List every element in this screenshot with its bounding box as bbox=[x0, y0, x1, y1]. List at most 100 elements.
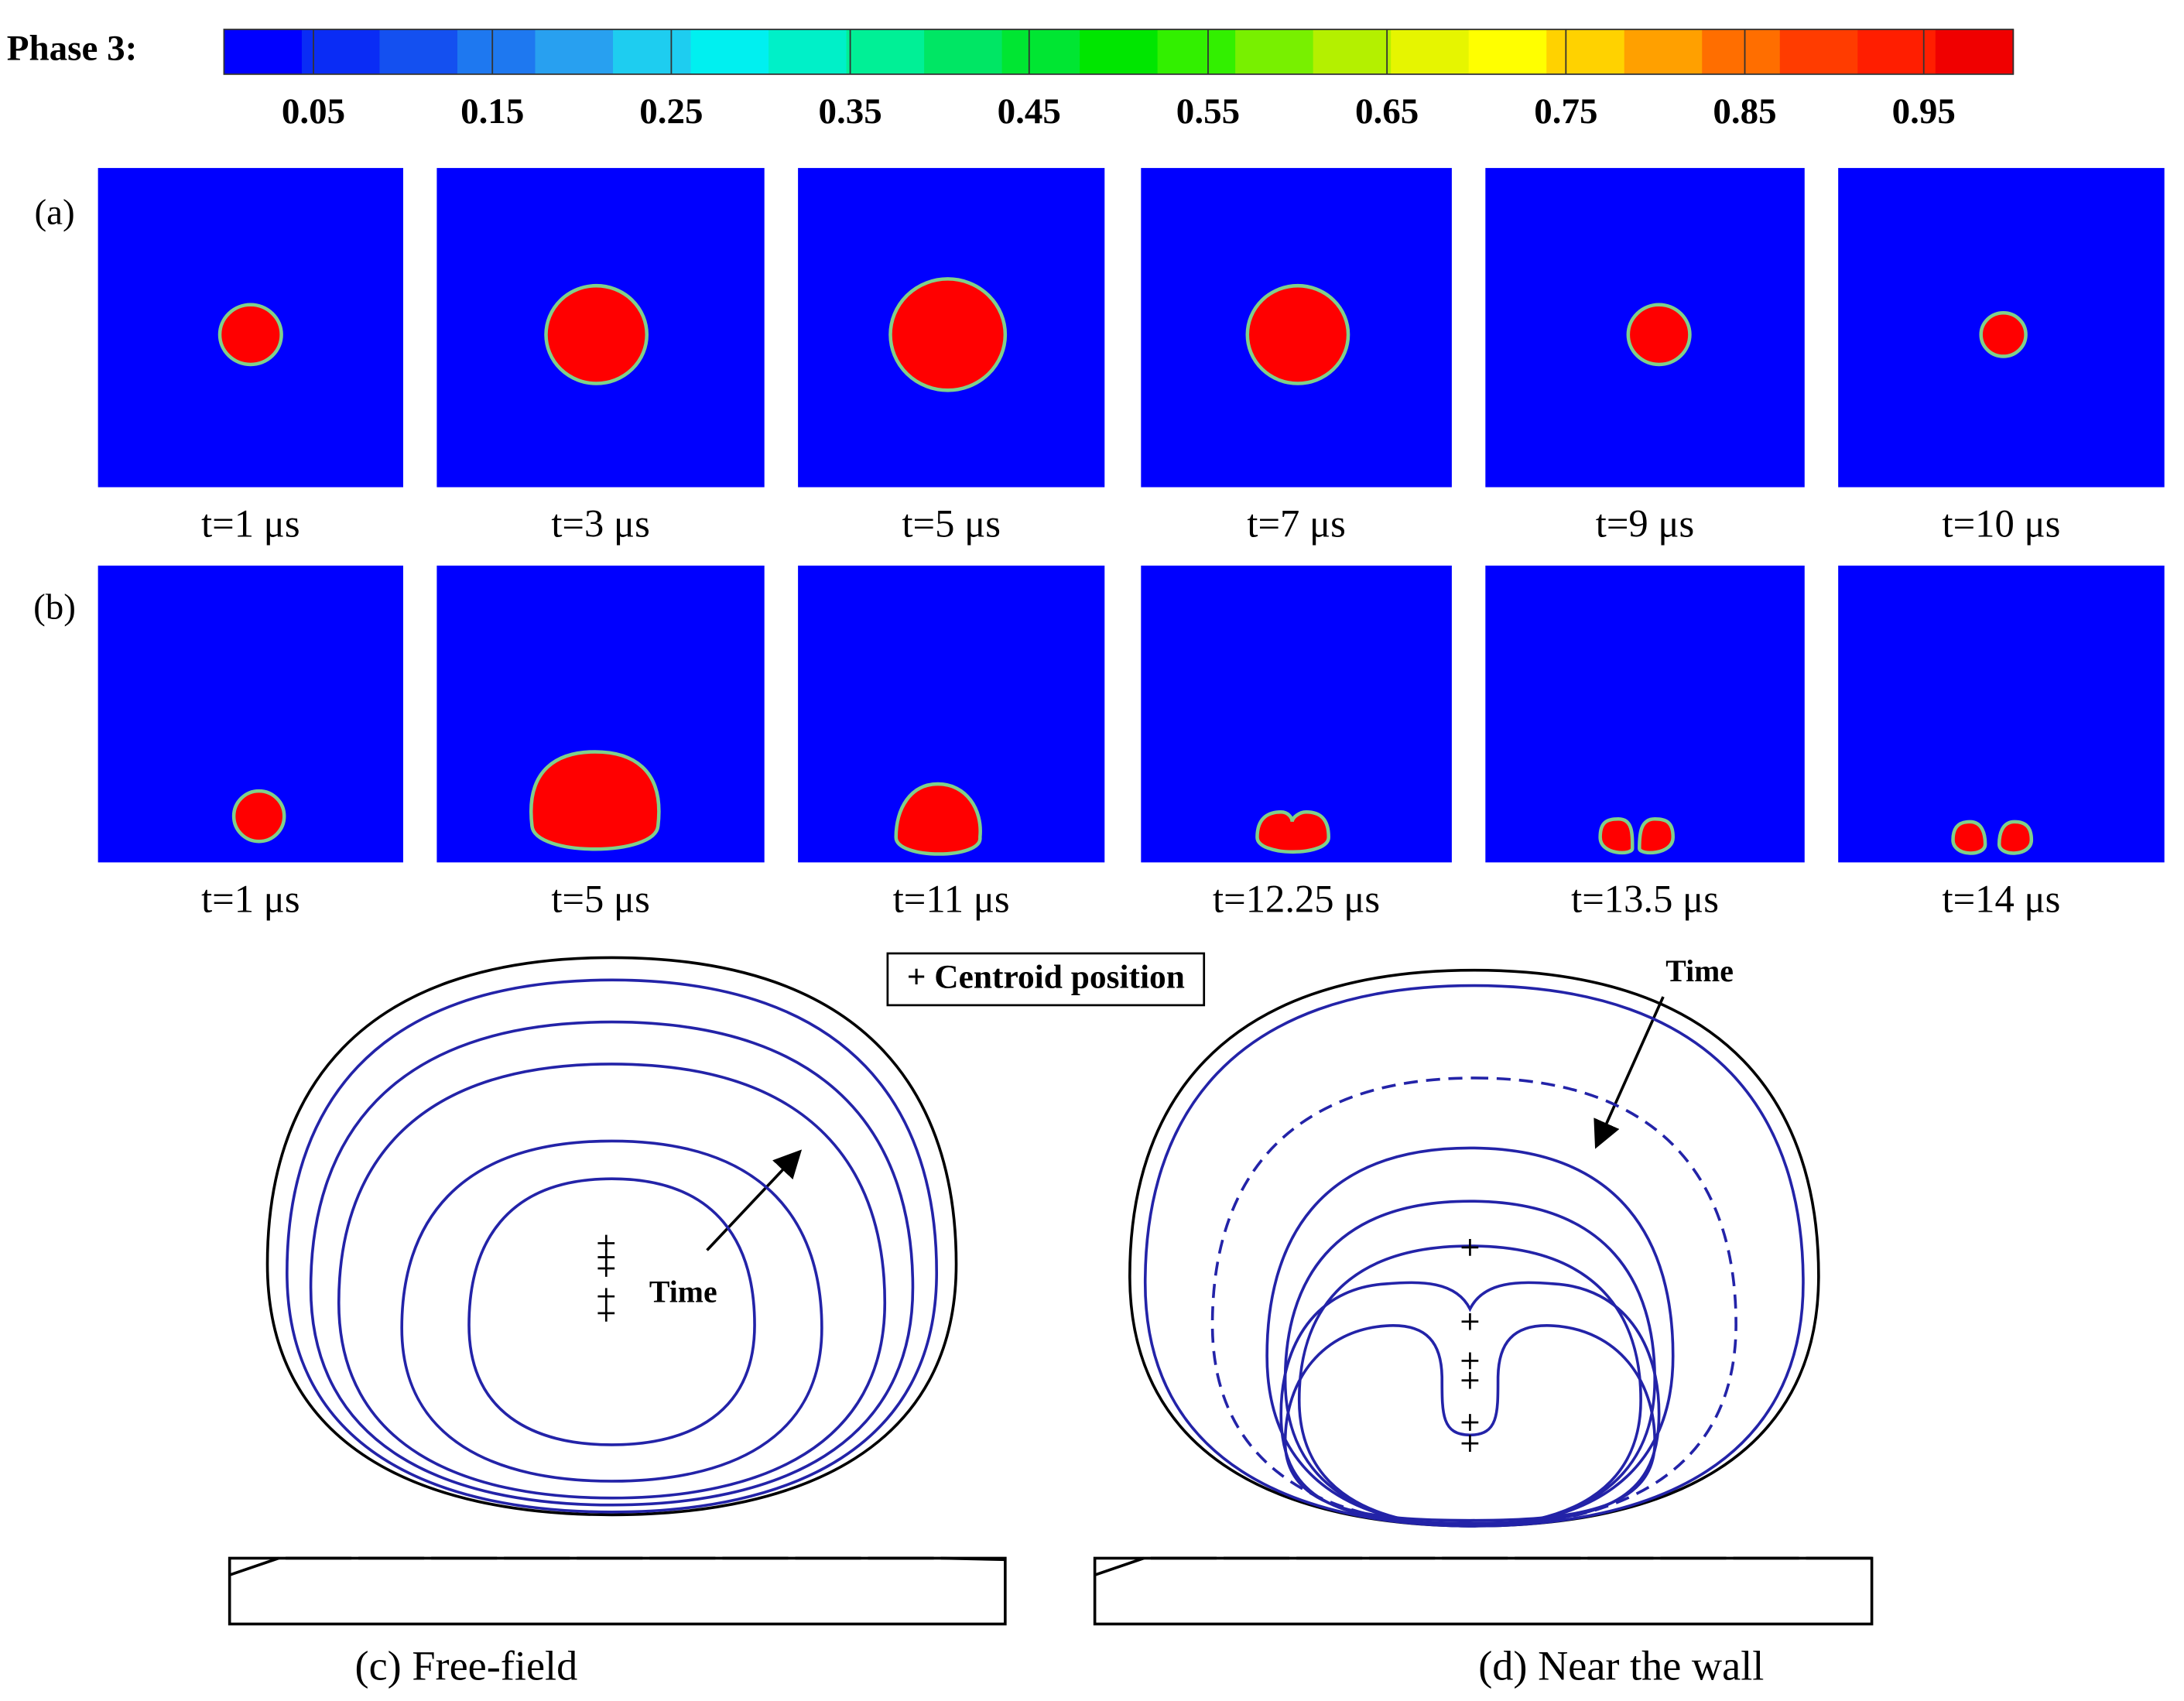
arrow bbox=[1593, 996, 1665, 1149]
frame-caption: t=11 μs bbox=[893, 877, 1010, 920]
contour bbox=[1297, 1244, 1642, 1528]
frame-caption: t=7 μs bbox=[1247, 502, 1345, 546]
bubble bbox=[1951, 820, 1987, 855]
contour bbox=[1283, 1324, 1657, 1522]
centroid-marker bbox=[597, 1288, 615, 1306]
contour bbox=[400, 1139, 823, 1483]
colorbar-segment bbox=[1702, 29, 1781, 74]
colorbar-segment bbox=[1935, 29, 2015, 74]
colorbar-segment bbox=[769, 29, 847, 74]
colorbar-segment bbox=[1857, 29, 1936, 74]
centroid-marker bbox=[1461, 1313, 1479, 1330]
colorbar-segment bbox=[1624, 29, 1703, 74]
colorbar-segment bbox=[924, 29, 1003, 74]
colorbar-tick-label: 0.35 bbox=[818, 91, 881, 132]
bubble bbox=[231, 789, 286, 844]
centroid-marker bbox=[1461, 1371, 1479, 1389]
frame-caption: t=12.25 μs bbox=[1213, 877, 1380, 920]
contour bbox=[467, 1177, 756, 1446]
frame-caption: t=9 μs bbox=[1596, 502, 1694, 546]
colorbar-tick-label: 0.95 bbox=[1892, 91, 1956, 132]
colorbar-segment bbox=[1313, 29, 1392, 74]
colorbar-segment bbox=[1391, 29, 1470, 74]
arrow bbox=[706, 1149, 803, 1251]
colorbar-segment bbox=[1235, 29, 1314, 74]
colorbar-segment bbox=[1080, 29, 1159, 74]
colorbar-segment bbox=[690, 29, 769, 74]
contour bbox=[1265, 1146, 1675, 1528]
panel-caption: (d) Near the wall bbox=[1478, 1643, 1764, 1689]
colorbar-segment bbox=[613, 29, 692, 74]
contour bbox=[309, 1020, 915, 1507]
frame-caption: t=14 μs bbox=[1943, 877, 2061, 920]
wall-hatch bbox=[229, 1556, 279, 1576]
wall-hatch bbox=[940, 1556, 1005, 1562]
wall-hatch bbox=[1094, 1556, 1145, 1576]
colorbar-segment bbox=[1157, 29, 1237, 74]
contour bbox=[1143, 984, 1805, 1528]
contour bbox=[337, 1063, 887, 1500]
colorbar-tick-label: 0.55 bbox=[1176, 91, 1240, 132]
bubble bbox=[1638, 817, 1675, 855]
colorbar-tick-label: 0.75 bbox=[1534, 91, 1597, 132]
colorbar-tick-label: 0.15 bbox=[460, 91, 524, 132]
colorbar-segment bbox=[1779, 29, 1859, 74]
arrow-label: Time bbox=[1665, 954, 1734, 988]
centroid-marker bbox=[1461, 1435, 1479, 1452]
legend: + Centroid position bbox=[907, 958, 1185, 995]
colorbar-tick-label: 0.05 bbox=[282, 91, 345, 132]
centroid-marker bbox=[597, 1234, 615, 1252]
centroid-marker bbox=[597, 1260, 615, 1277]
centroid-marker bbox=[1461, 1352, 1479, 1370]
row-label: (a) bbox=[34, 192, 74, 232]
bubble bbox=[1598, 817, 1635, 855]
colorbar-segment bbox=[1468, 29, 1548, 74]
frame bbox=[1838, 565, 2165, 863]
row-label: (b) bbox=[33, 587, 76, 628]
frame-caption: t=1 μs bbox=[201, 877, 300, 920]
colorbar-segment bbox=[1546, 29, 1625, 74]
frame-caption: t=1 μs bbox=[201, 502, 300, 546]
contour bbox=[286, 978, 939, 1514]
frame-caption: t=3 μs bbox=[551, 502, 649, 546]
wall bbox=[1093, 1556, 1874, 1626]
colorbar-segment bbox=[224, 29, 303, 74]
colorbar-segment bbox=[457, 29, 536, 74]
frame-caption: t=5 μs bbox=[902, 502, 1000, 546]
bubble bbox=[888, 277, 1008, 392]
frame-caption: t=10 μs bbox=[1943, 502, 2061, 546]
frame bbox=[1485, 565, 1805, 863]
frame-caption: t=5 μs bbox=[551, 877, 649, 920]
centroid-marker bbox=[1461, 1414, 1479, 1431]
centroid-marker bbox=[597, 1305, 615, 1322]
colorbar-segment bbox=[379, 29, 458, 74]
bubble bbox=[894, 782, 982, 856]
colorbar-tick-label: 0.85 bbox=[1713, 91, 1776, 132]
colorbar-tick-label: 0.45 bbox=[998, 91, 1061, 132]
colorbar-segment bbox=[846, 29, 925, 74]
centroid-marker bbox=[1461, 1239, 1479, 1256]
contour bbox=[1279, 1281, 1661, 1525]
colorbar-label: Phase 3: bbox=[7, 29, 137, 69]
legend-box bbox=[886, 952, 1206, 1007]
bubble bbox=[217, 303, 283, 367]
frame-caption: t=13.5 μs bbox=[1571, 877, 1719, 920]
bubble bbox=[529, 750, 661, 851]
frame bbox=[1141, 565, 1452, 863]
bubble bbox=[1997, 820, 2034, 855]
colorbar-segment bbox=[301, 29, 381, 74]
bubble bbox=[1245, 283, 1350, 385]
colorbar-frame bbox=[223, 29, 2015, 75]
arrow-label: Time bbox=[649, 1275, 717, 1309]
bubble bbox=[1626, 303, 1692, 367]
wall bbox=[228, 1556, 1007, 1626]
bubble bbox=[1255, 809, 1330, 854]
panel-caption: (c) Free-field bbox=[355, 1643, 578, 1689]
colorbar-tick-label: 0.25 bbox=[639, 91, 703, 132]
colorbar-segment bbox=[1001, 29, 1081, 74]
colorbar-segment bbox=[535, 29, 614, 74]
bubble bbox=[544, 283, 649, 385]
colorbar-tick-label: 0.65 bbox=[1355, 91, 1419, 132]
